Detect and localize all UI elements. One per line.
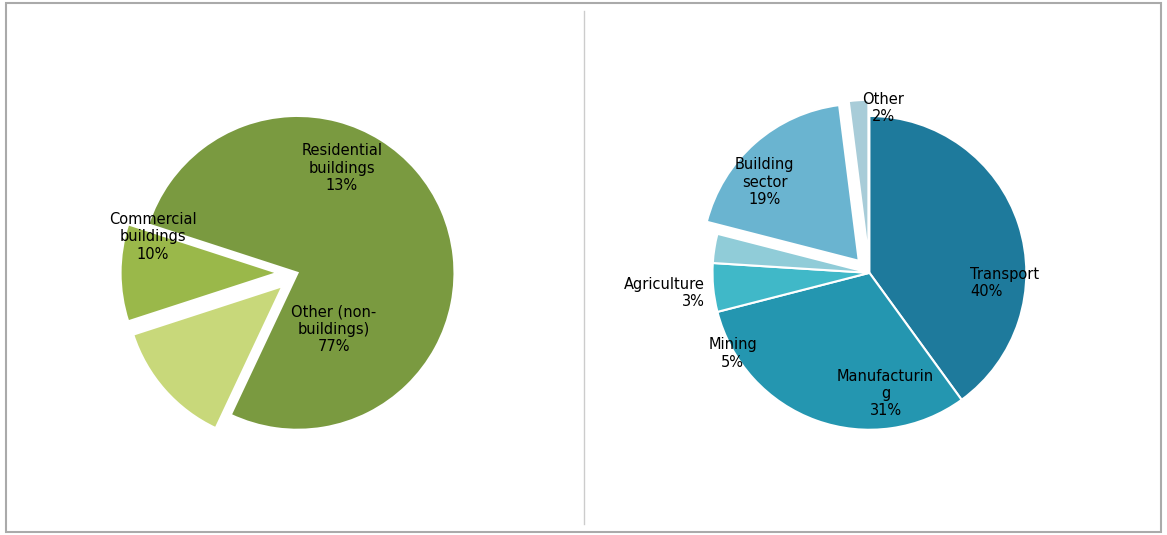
Wedge shape: [707, 105, 859, 261]
Text: Mining
5%: Mining 5%: [708, 337, 757, 370]
Text: Manufacturin
g
31%: Manufacturin g 31%: [837, 369, 934, 418]
Wedge shape: [848, 100, 868, 257]
Text: Commercial
buildings
10%: Commercial buildings 10%: [109, 212, 196, 262]
Text: Building
sector
19%: Building sector 19%: [735, 157, 795, 207]
Wedge shape: [713, 234, 869, 273]
Wedge shape: [869, 116, 1026, 400]
Text: Agriculture
3%: Agriculture 3%: [623, 277, 705, 309]
Text: Residential
buildings
13%: Residential buildings 13%: [301, 143, 383, 193]
Text: Transport
40%: Transport 40%: [970, 267, 1039, 299]
Wedge shape: [133, 286, 282, 428]
Wedge shape: [148, 116, 454, 430]
Wedge shape: [713, 263, 869, 312]
Text: Other
2%: Other 2%: [862, 91, 904, 124]
Wedge shape: [120, 224, 278, 322]
Text: Other (non-
buildings)
77%: Other (non- buildings) 77%: [292, 304, 377, 354]
Wedge shape: [718, 273, 962, 430]
